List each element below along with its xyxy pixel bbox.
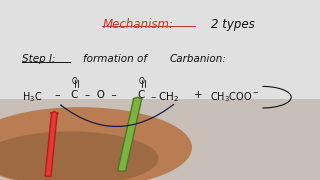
Text: Step I:: Step I: [22, 54, 56, 64]
FancyArrow shape [118, 97, 142, 171]
Text: +: + [194, 90, 202, 100]
Text: – CH$_2$: – CH$_2$ [150, 90, 179, 104]
Text: –  O  –: – O – [85, 90, 116, 100]
Bar [0, 99, 320, 180]
Ellipse shape [0, 131, 158, 180]
Text: CH$_3$COO$^-$: CH$_3$COO$^-$ [210, 90, 259, 104]
Text: O: O [138, 76, 144, 86]
Text: Mechanism:: Mechanism: [102, 18, 173, 31]
FancyArrowPatch shape [61, 104, 174, 127]
Text: C: C [70, 90, 78, 100]
Text: 2 types: 2 types [211, 18, 255, 31]
Text: Carbanion:: Carbanion: [170, 54, 227, 64]
Text: formation of: formation of [83, 54, 147, 64]
Ellipse shape [0, 107, 192, 180]
Text: H$_3$C: H$_3$C [22, 90, 43, 104]
FancyArrow shape [45, 112, 58, 177]
Text: O: O [72, 76, 78, 86]
Bar [0, 0, 320, 117]
Text: C: C [138, 90, 145, 100]
Text: –: – [54, 90, 60, 100]
